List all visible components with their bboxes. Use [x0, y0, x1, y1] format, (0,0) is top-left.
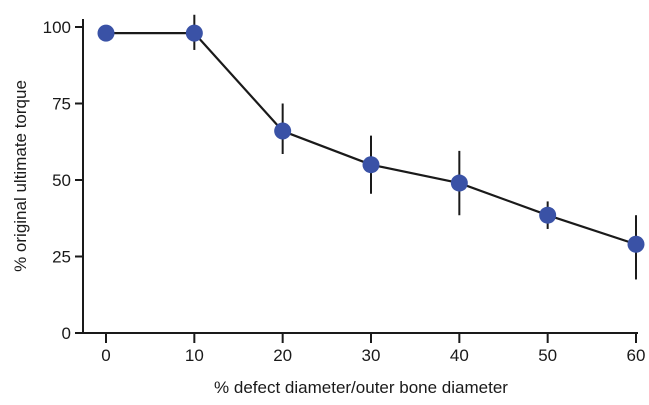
x-tick-label: 60 — [627, 346, 646, 365]
x-tick-label: 30 — [362, 346, 381, 365]
data-point — [185, 24, 203, 42]
axes: 0 25 50 75 100 0 10 20 30 40 50 60 — [43, 18, 646, 365]
y-tick-label: 100 — [43, 18, 71, 37]
data-points — [97, 24, 645, 253]
x-tick-label: 0 — [101, 346, 110, 365]
y-axis-label: % original ultimate torque — [11, 80, 30, 272]
y-tick-label: 75 — [52, 95, 71, 114]
x-tick-label: 40 — [450, 346, 469, 365]
y-tick-label: 25 — [52, 248, 71, 267]
y-tick-label: 50 — [52, 171, 71, 190]
x-tick-label: 20 — [273, 346, 292, 365]
data-point — [274, 122, 292, 140]
x-tick-label: 50 — [538, 346, 557, 365]
data-point — [362, 156, 380, 174]
data-point — [450, 174, 468, 192]
y-tick-label: 0 — [62, 324, 71, 343]
x-axis-label: % defect diameter/outer bone diameter — [214, 378, 508, 397]
data-point — [627, 235, 645, 253]
x-tick-label: 10 — [185, 346, 204, 365]
error-bars — [193, 14, 637, 280]
data-point — [539, 206, 557, 224]
data-point — [97, 24, 115, 42]
